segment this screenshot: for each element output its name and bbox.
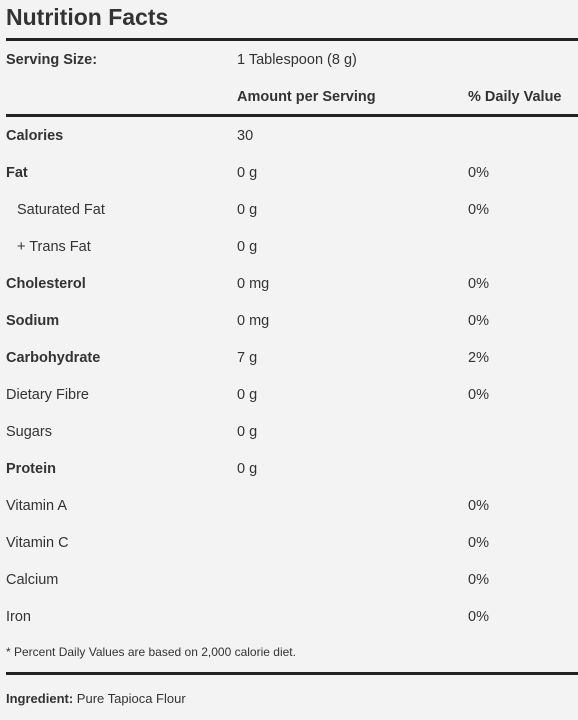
header-divider — [6, 114, 578, 117]
ingredient-value: Pure Tapioca Flour — [76, 691, 186, 706]
nutrient-row: + Trans Fat 0 g — [6, 229, 578, 266]
nutrient-row: Sugars 0 g — [6, 414, 578, 451]
nutrient-amount: 7 g — [237, 350, 258, 366]
nutrient-row: Vitamin C 0% — [6, 525, 578, 562]
serving-size-value: 1 Tablespoon (8 g) — [237, 52, 357, 68]
nutrient-row: Calories 30 — [6, 118, 578, 155]
nutrient-name: Cholesterol — [6, 276, 86, 292]
nutrient-name: Vitamin A — [6, 498, 67, 514]
nutrient-row: Calcium 0% — [6, 562, 578, 599]
nutrient-name: Fat — [6, 165, 28, 181]
nutrient-name: Dietary Fibre — [6, 387, 89, 403]
amount-column-header: Amount per Serving — [237, 89, 376, 105]
nutrient-name: Calories — [6, 128, 64, 144]
nutrient-row: Dietary Fibre 0 g 0% — [6, 377, 578, 414]
ingredient-label: Ingredient: — [6, 691, 74, 706]
nutrient-daily-value: 0% — [468, 535, 489, 551]
nutrient-amount: 0 g — [237, 239, 258, 255]
nutrient-name: + Trans Fat — [17, 239, 91, 255]
nutrient-amount: 0 g — [237, 387, 258, 403]
nutrient-amount: 0 g — [237, 424, 258, 440]
nutrient-daily-value: 0% — [468, 276, 489, 292]
nutrient-name: Sugars — [6, 424, 52, 440]
nutrient-daily-value: 0% — [468, 165, 489, 181]
nutrient-daily-value: 2% — [468, 350, 489, 366]
nutrient-name: Saturated Fat — [17, 202, 105, 218]
nutrient-row: Fat 0 g 0% — [6, 155, 578, 192]
nutrient-amount: 0 g — [237, 461, 258, 477]
nutrient-amount: 0 mg — [237, 313, 270, 329]
nutrient-name: Protein — [6, 461, 56, 477]
nutrient-daily-value: 0% — [468, 609, 489, 625]
column-header-row: Amount per Serving % Daily Value — [6, 79, 578, 116]
nutrient-name: Sodium — [6, 313, 60, 329]
nutrient-daily-value: 0% — [468, 498, 489, 514]
serving-size-label: Serving Size: — [6, 52, 98, 68]
nutrient-daily-value: 0% — [468, 313, 489, 329]
nutrient-amount: 0 mg — [237, 276, 270, 292]
ingredient-line: Ingredient: Pure Tapioca Flour — [6, 691, 186, 706]
title-divider — [6, 38, 578, 41]
nutrient-amount: 0 g — [237, 165, 258, 181]
nutrient-row: Carbohydrate 7 g 2% — [6, 340, 578, 377]
nutrient-name: Carbohydrate — [6, 350, 101, 366]
nutrient-row: Sodium 0 mg 0% — [6, 303, 578, 340]
nutrient-amount: 0 g — [237, 202, 258, 218]
nutrient-row: Iron 0% — [6, 599, 578, 636]
nutrient-name: Calcium — [6, 572, 59, 588]
nutrient-daily-value: 0% — [468, 202, 489, 218]
nutrient-amount: 30 — [237, 128, 254, 144]
footnote: * Percent Daily Values are based on 2,00… — [6, 645, 296, 659]
nutrient-daily-value: 0% — [468, 387, 489, 403]
nutrient-row: Protein 0 g — [6, 451, 578, 488]
nutrient-daily-value: 0% — [468, 572, 489, 588]
daily-value-column-header: % Daily Value — [468, 89, 562, 105]
nutrient-row: Vitamin A 0% — [6, 488, 578, 525]
nutrient-name: Vitamin C — [6, 535, 69, 551]
nutrient-row: Cholesterol 0 mg 0% — [6, 266, 578, 303]
footer-divider — [6, 672, 578, 675]
serving-size-row: Serving Size: 1 Tablespoon (8 g) — [6, 42, 578, 79]
nutrient-row: Saturated Fat 0 g 0% — [6, 192, 578, 229]
nutrient-name: Iron — [6, 609, 31, 625]
page-title: Nutrition Facts — [6, 4, 169, 30]
